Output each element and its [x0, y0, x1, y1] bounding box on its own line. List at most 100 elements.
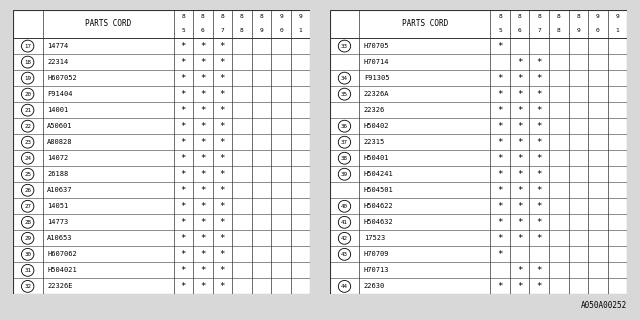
Text: *: *: [220, 234, 225, 243]
Text: *: *: [200, 138, 205, 147]
Text: *: *: [220, 266, 225, 275]
Text: *: *: [180, 154, 186, 163]
Text: 22630: 22630: [364, 284, 385, 289]
Text: H50401: H50401: [364, 155, 389, 161]
Text: 14001: 14001: [47, 107, 68, 113]
Text: H70705: H70705: [364, 43, 389, 49]
Text: *: *: [536, 138, 542, 147]
Text: *: *: [200, 58, 205, 67]
Text: *: *: [497, 42, 503, 51]
Text: 17: 17: [24, 44, 31, 49]
Text: *: *: [497, 90, 503, 99]
Text: 33: 33: [341, 44, 348, 49]
Text: 9: 9: [596, 14, 600, 19]
Text: *: *: [536, 90, 542, 99]
Text: 22315: 22315: [364, 139, 385, 145]
Text: 8: 8: [498, 14, 502, 19]
Text: H70709: H70709: [364, 251, 389, 257]
Text: 37: 37: [341, 140, 348, 145]
Text: 36: 36: [341, 124, 348, 129]
Text: *: *: [200, 154, 205, 163]
Text: 27: 27: [24, 204, 31, 209]
Text: 30: 30: [24, 252, 31, 257]
Text: 5: 5: [498, 28, 502, 34]
Text: 7: 7: [221, 28, 224, 34]
Text: 34: 34: [341, 76, 348, 81]
Text: *: *: [200, 42, 205, 51]
Text: 5: 5: [181, 28, 185, 34]
Text: *: *: [220, 74, 225, 83]
Text: 29: 29: [24, 236, 31, 241]
Text: *: *: [220, 202, 225, 211]
Text: 9: 9: [279, 14, 283, 19]
Text: *: *: [220, 186, 225, 195]
Text: *: *: [536, 234, 542, 243]
Text: 32: 32: [24, 284, 31, 289]
Text: *: *: [220, 122, 225, 131]
Text: 7: 7: [538, 28, 541, 34]
Text: 28: 28: [24, 220, 31, 225]
Text: 40: 40: [341, 204, 348, 209]
Text: *: *: [200, 282, 205, 291]
Text: 43: 43: [341, 252, 348, 257]
Text: *: *: [517, 170, 522, 179]
Text: *: *: [517, 90, 522, 99]
Text: 6: 6: [201, 28, 205, 34]
Text: 1: 1: [616, 28, 620, 34]
Text: 8: 8: [260, 14, 264, 19]
Text: *: *: [536, 266, 542, 275]
Text: *: *: [200, 122, 205, 131]
Text: *: *: [180, 122, 186, 131]
Text: *: *: [536, 122, 542, 131]
Text: *: *: [517, 106, 522, 115]
Text: *: *: [200, 250, 205, 259]
Text: A10637: A10637: [47, 187, 72, 193]
Text: *: *: [517, 218, 522, 227]
Text: *: *: [497, 138, 503, 147]
Text: *: *: [180, 266, 186, 275]
Text: *: *: [180, 42, 186, 51]
Text: 8: 8: [201, 14, 205, 19]
Text: 14774: 14774: [47, 43, 68, 49]
Text: 23: 23: [24, 140, 31, 145]
Text: *: *: [517, 58, 522, 67]
Text: *: *: [497, 122, 503, 131]
Text: *: *: [536, 154, 542, 163]
Text: *: *: [517, 122, 522, 131]
Text: 9: 9: [616, 14, 620, 19]
Text: *: *: [180, 202, 186, 211]
Text: *: *: [220, 42, 225, 51]
Text: *: *: [220, 170, 225, 179]
Text: H607062: H607062: [47, 251, 77, 257]
Text: 9: 9: [577, 28, 580, 34]
Text: *: *: [180, 234, 186, 243]
Text: 41: 41: [341, 220, 348, 225]
Text: *: *: [180, 58, 186, 67]
Text: *: *: [200, 218, 205, 227]
Text: 17523: 17523: [364, 235, 385, 241]
Text: *: *: [497, 282, 503, 291]
Text: *: *: [497, 186, 503, 195]
Text: 22326: 22326: [364, 107, 385, 113]
Text: *: *: [220, 250, 225, 259]
Text: *: *: [180, 90, 186, 99]
Text: 6: 6: [518, 28, 522, 34]
Text: *: *: [536, 170, 542, 179]
Text: 8: 8: [557, 28, 561, 34]
Text: *: *: [220, 282, 225, 291]
Text: H70713: H70713: [364, 268, 389, 273]
Text: 9: 9: [299, 14, 303, 19]
Text: PARTS CORD: PARTS CORD: [402, 19, 448, 28]
Text: *: *: [220, 58, 225, 67]
Text: *: *: [220, 154, 225, 163]
Text: *: *: [497, 74, 503, 83]
Text: H504632: H504632: [364, 219, 394, 225]
Text: *: *: [200, 106, 205, 115]
Text: 8: 8: [240, 28, 244, 34]
Text: 22314: 22314: [47, 59, 68, 65]
Text: *: *: [517, 74, 522, 83]
Text: *: *: [180, 170, 186, 179]
Text: H504622: H504622: [364, 203, 394, 209]
Text: 22326E: 22326E: [47, 284, 72, 289]
Text: *: *: [536, 186, 542, 195]
